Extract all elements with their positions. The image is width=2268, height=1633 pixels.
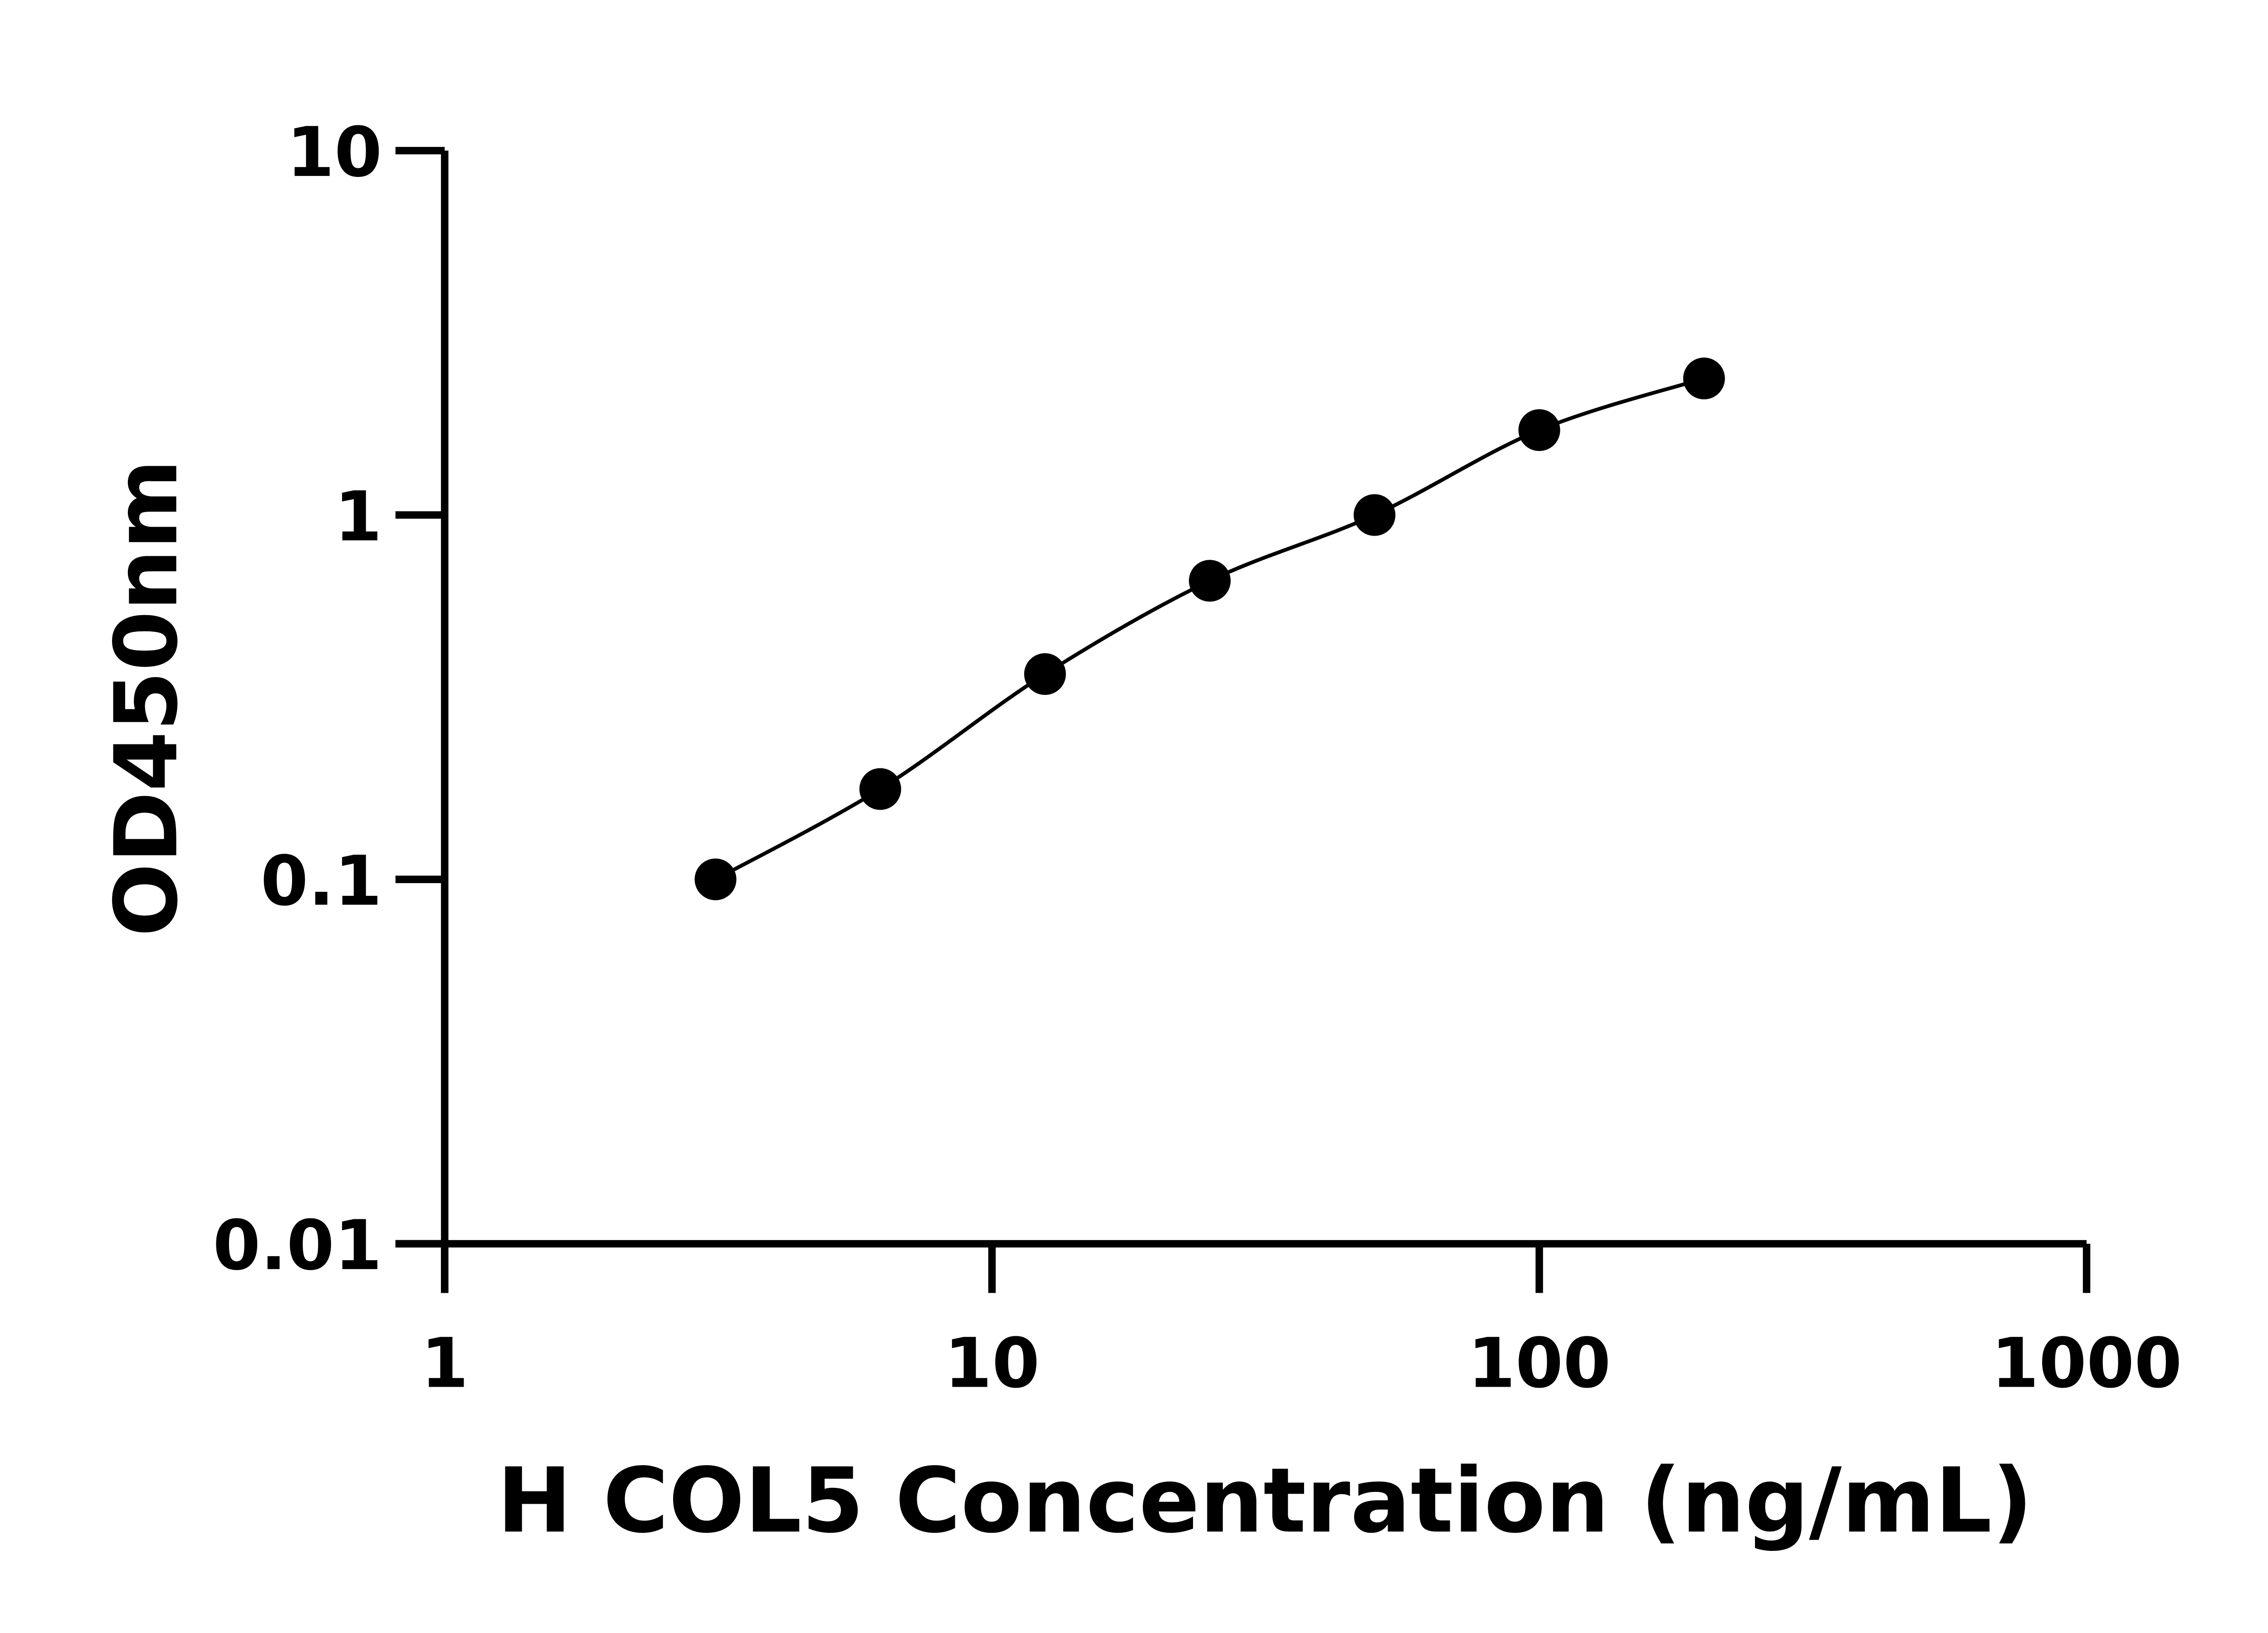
data-point [1683, 357, 1725, 400]
x-tick-label: 100 [1468, 1324, 1611, 1403]
data-point [859, 768, 901, 810]
data-point [1354, 494, 1396, 536]
y-tick-label: 0.01 [213, 1206, 382, 1286]
x-tick-label: 1000 [1991, 1324, 2182, 1403]
y-tick-label: 0.1 [260, 841, 382, 921]
data-point [1189, 560, 1231, 602]
data-points [694, 357, 1725, 900]
y-tick-label: 1 [334, 477, 382, 557]
x-tick-label: 1 [421, 1324, 469, 1403]
axes [395, 151, 2087, 1293]
data-point [1024, 653, 1066, 695]
x-tick-label: 10 [944, 1324, 1040, 1403]
data-point [694, 858, 737, 900]
y-axis-label: OD450nm [96, 459, 197, 937]
y-tick-label: 10 [287, 112, 382, 192]
data-point [1518, 409, 1560, 451]
ticks: 1 10 100 1000 0.01 0.1 1 10 [213, 112, 2182, 1403]
fit-curve [714, 376, 1705, 881]
x-axis-label: H COL5 Concentration (ng/mL) [497, 1448, 2033, 1553]
